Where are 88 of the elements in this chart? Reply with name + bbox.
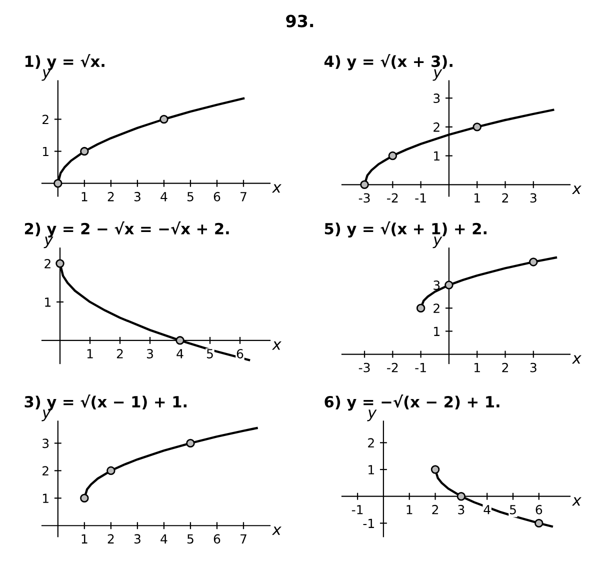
y-tick-label: 2 — [434, 122, 440, 132]
x-tick-label: 6 — [236, 348, 244, 358]
x-tick-label: 7 — [240, 192, 246, 202]
x-tick-label: -2 — [387, 362, 398, 372]
x-tick-label: 1 — [474, 362, 480, 372]
point — [529, 258, 538, 266]
y-tick-label: 2 — [42, 466, 48, 476]
x-tick-label: 1 — [406, 505, 412, 514]
x-tick-label: 3 — [134, 192, 140, 202]
x-tick-label: 6 — [536, 504, 542, 514]
x-tick-label: -3 — [358, 193, 370, 203]
y-axis-title: y — [42, 410, 52, 422]
x-tick-label: 3 — [146, 348, 153, 358]
x-tick-label: 1 — [82, 534, 88, 544]
x-axis-title: x — [272, 184, 282, 193]
point — [534, 518, 544, 528]
x-tick-label: 3 — [530, 193, 536, 203]
x-axis-title: x — [572, 355, 582, 364]
y-tick-label: 1 — [434, 326, 440, 336]
x-tick-label: 4 — [160, 192, 168, 202]
y-tick-label: 3 — [42, 438, 49, 448]
x-tick-label: 5 — [187, 192, 194, 202]
y-axis-title: y — [432, 69, 442, 81]
chart-title: 5) y = √(x + 1) + 2. — [324, 221, 486, 238]
x-axis-title: x — [272, 341, 282, 350]
y-tick-label: 2 — [368, 438, 374, 448]
point — [444, 280, 454, 290]
y-tick-label: 2 — [434, 304, 440, 313]
y-tick-label: 1 — [45, 298, 51, 307]
point — [80, 494, 89, 503]
point — [416, 304, 426, 312]
y-tick-label: 1 — [42, 146, 48, 156]
y-axis-title: y — [367, 410, 377, 422]
y-axis-title: y — [432, 236, 442, 248]
x-tick-label: -2 — [387, 193, 398, 202]
chart-title: 6) y = −√(x − 2) + 1. — [324, 394, 500, 411]
x-tick-label: 6 — [214, 534, 220, 544]
point — [388, 151, 398, 160]
y-tick-label: 2 — [44, 258, 50, 268]
x-tick-label: -1 — [415, 193, 426, 202]
y-tick-label: 3 — [434, 94, 440, 104]
y-tick-label: 1 — [42, 494, 48, 503]
y-tick-label: -1 — [363, 518, 374, 528]
chart-title: 2) y = 2 − √x = −√x + 2. — [24, 221, 229, 238]
x-tick-label: 5 — [510, 505, 516, 514]
point — [430, 465, 440, 474]
x-tick-label: 2 — [108, 534, 114, 544]
chart-title: 4) y = √(x + 3). — [324, 54, 452, 70]
x-axis-title: x — [572, 186, 582, 194]
x-tick-label: 3 — [530, 362, 536, 372]
x-tick-label: 1 — [474, 193, 480, 202]
y-axis-title: y — [42, 69, 52, 81]
x-tick-label: -3 — [358, 362, 370, 372]
x-tick-label: 1 — [87, 349, 93, 358]
text: 93. — [286, 14, 314, 28]
x-tick-label: 3 — [134, 534, 140, 544]
point — [80, 146, 89, 156]
point — [472, 122, 482, 132]
x-tick-label: 5 — [187, 534, 194, 544]
x-tick-label: 2 — [116, 348, 123, 358]
x-axis-title: x — [272, 526, 282, 535]
point — [360, 180, 369, 190]
y-tick-label: 3 — [434, 280, 440, 290]
x-tick-label: 2 — [108, 192, 114, 202]
x-tick-label: -1 — [352, 505, 363, 514]
point — [160, 114, 168, 124]
x-tick-label: 7 — [240, 534, 246, 544]
y-axis-title: y — [44, 236, 54, 248]
chart-title: 1) y = √x. — [25, 54, 104, 70]
y-tick-label: 1 — [368, 465, 374, 474]
x-tick-label: 4 — [484, 505, 490, 514]
point — [456, 492, 466, 501]
point — [186, 438, 195, 448]
y-tick-label: 1 — [434, 151, 440, 161]
x-tick-label: 5 — [206, 349, 213, 358]
point — [106, 466, 116, 476]
x-tick-label: 3 — [458, 504, 464, 514]
x-tick-label: 4 — [160, 534, 168, 544]
x-tick-label: 1 — [82, 192, 88, 202]
y-tick-label: 2 — [42, 114, 48, 124]
x-tick-label: -1 — [415, 362, 426, 372]
x-tick-label: 4 — [176, 349, 184, 358]
point — [54, 178, 62, 188]
x-tick-label: 2 — [502, 362, 508, 372]
x-axis-title: x — [572, 497, 582, 506]
chart-title: 3) y = √(x − 1) + 1. — [24, 394, 186, 411]
x-tick-label: 2 — [502, 193, 508, 202]
x-tick-label: 6 — [214, 192, 220, 202]
